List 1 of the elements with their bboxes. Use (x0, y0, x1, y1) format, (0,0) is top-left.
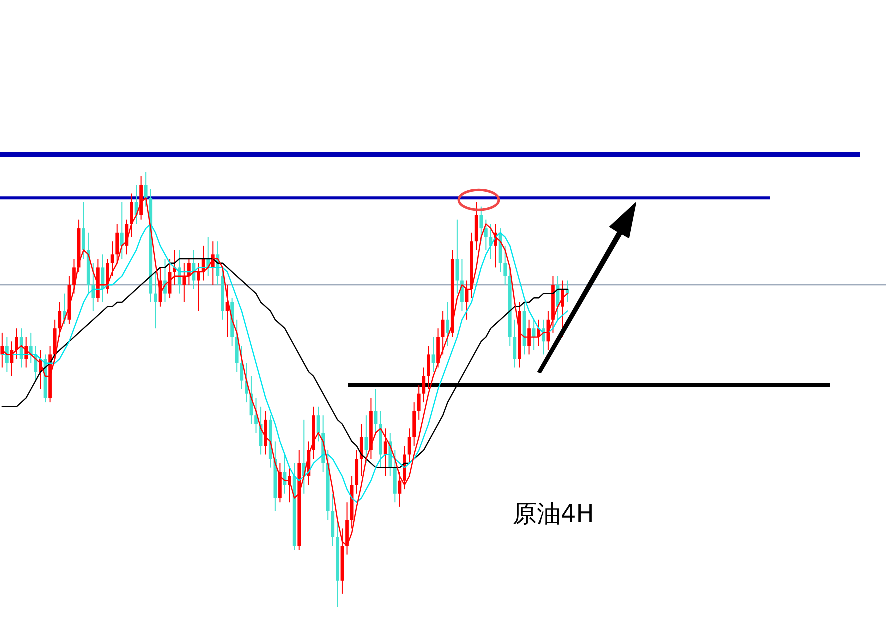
annotation: 原油4H (513, 500, 594, 528)
